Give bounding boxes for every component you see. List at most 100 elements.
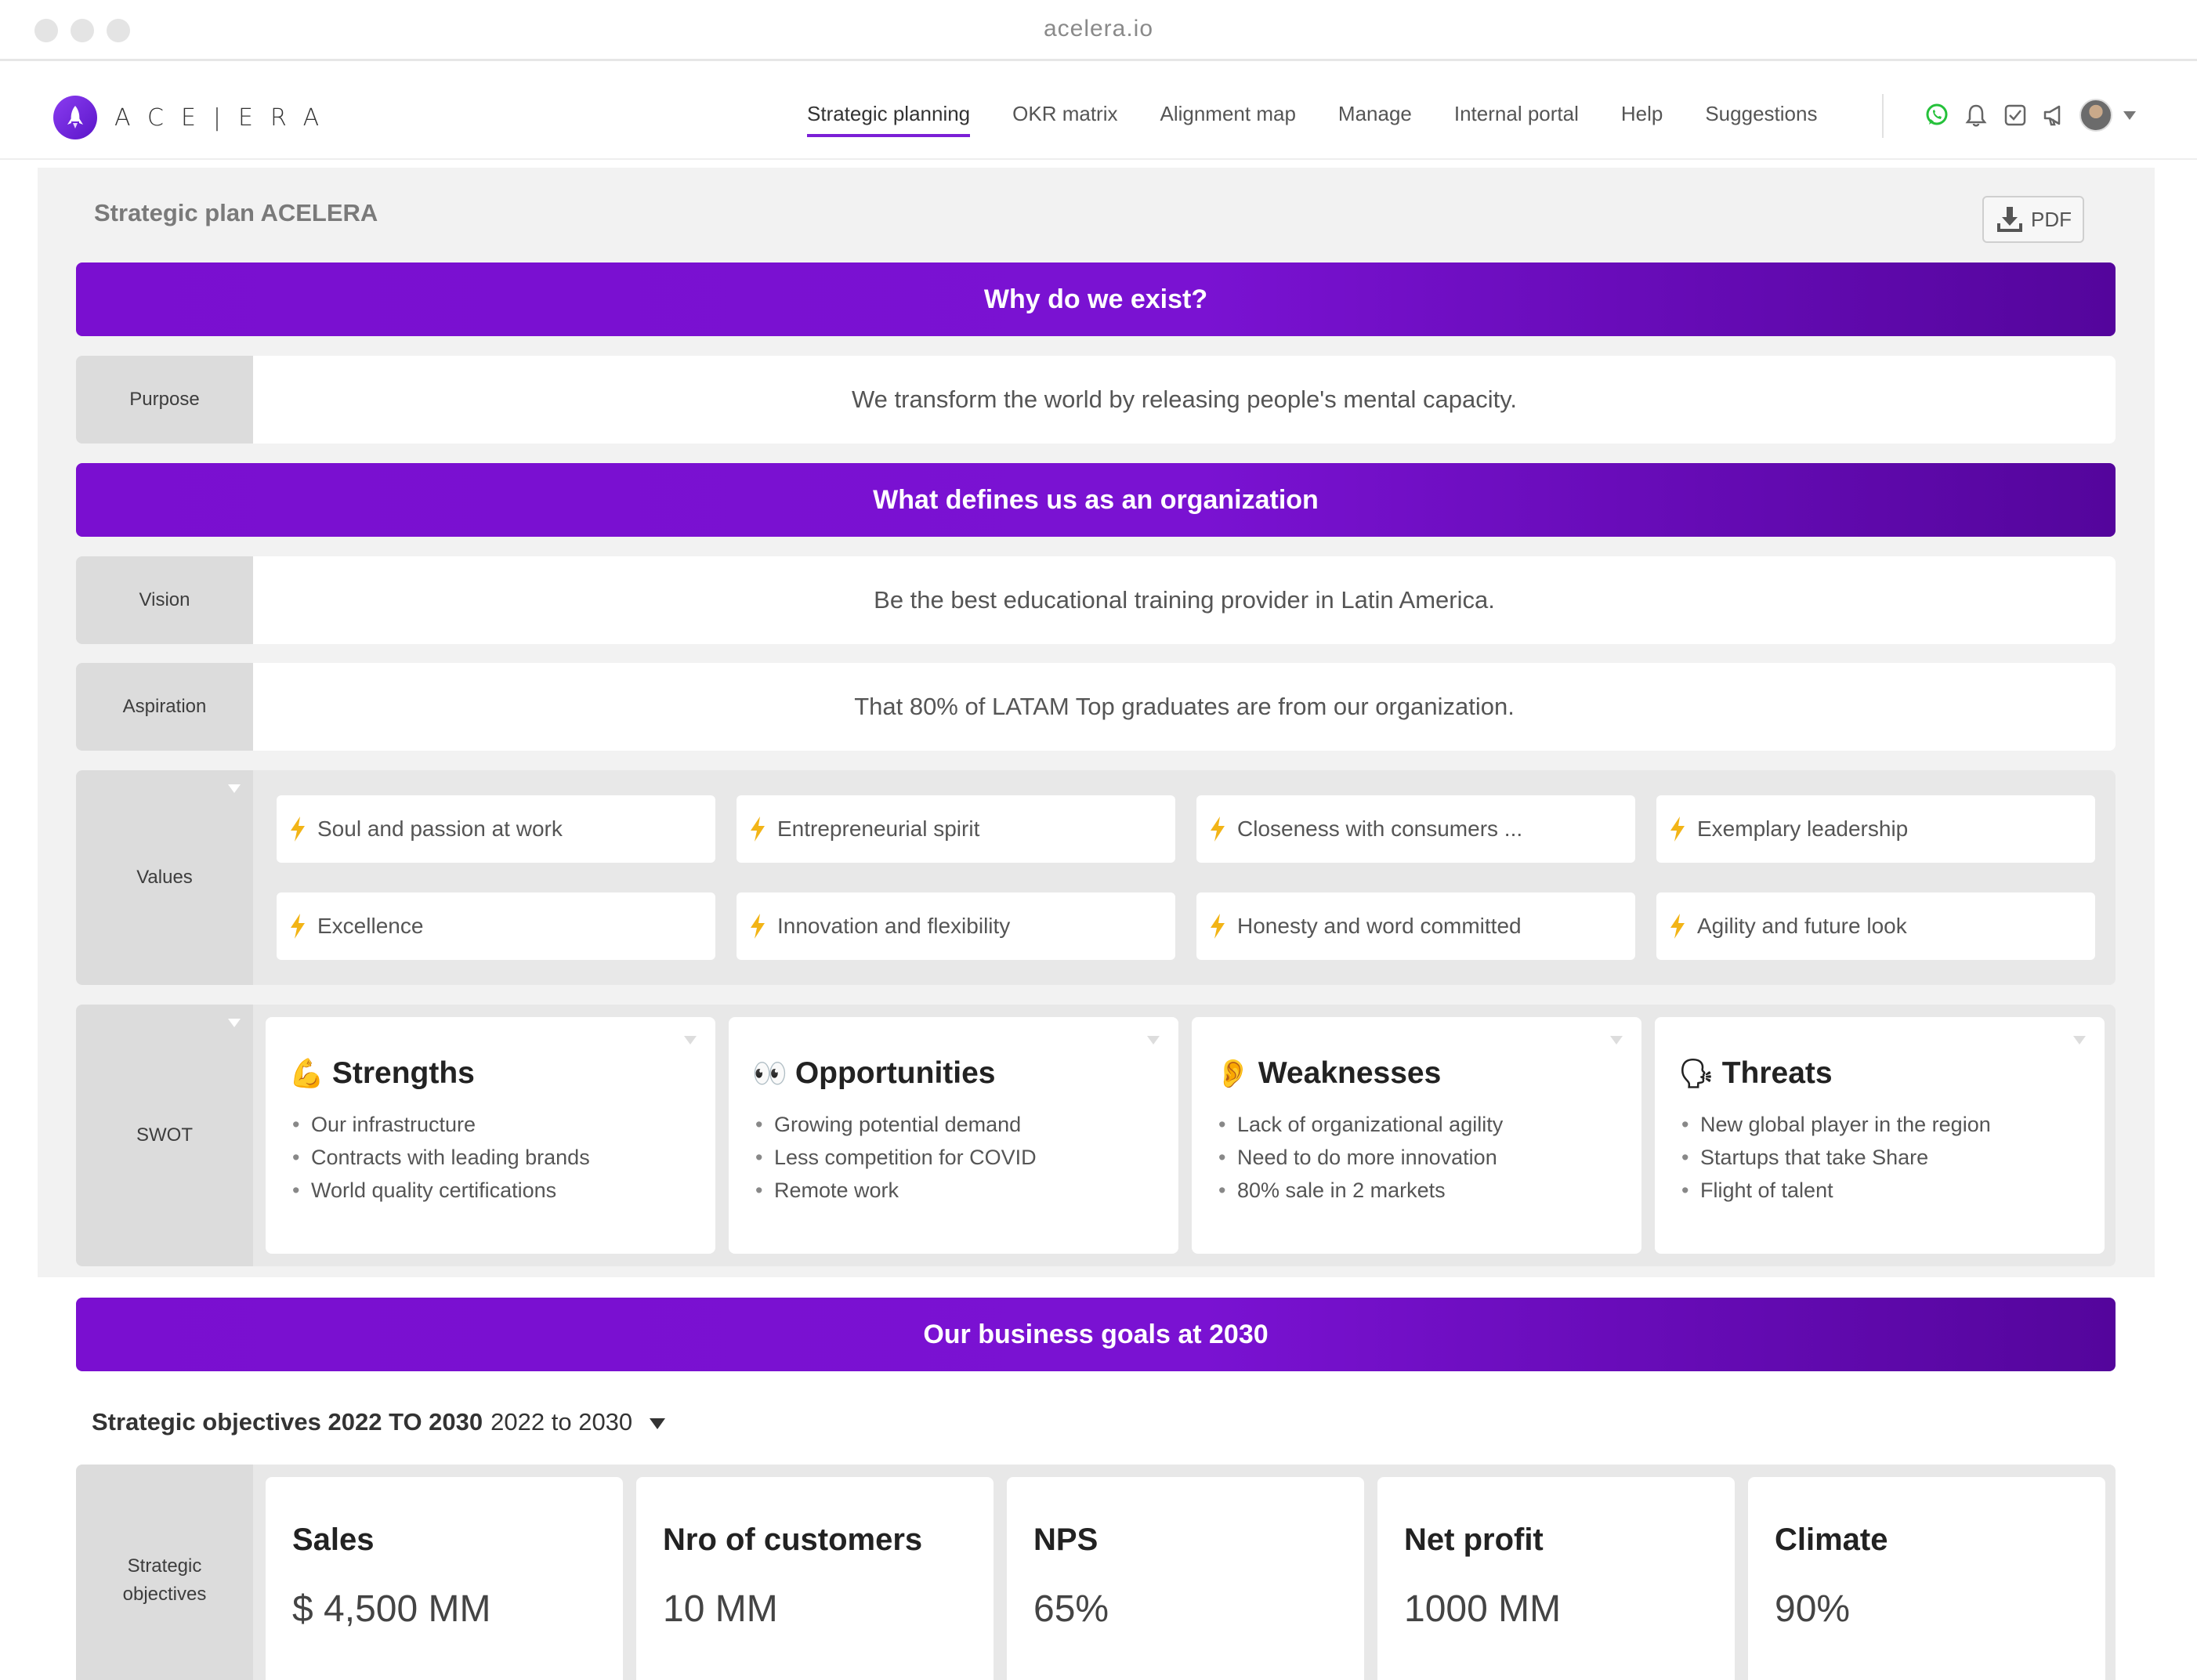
list-item: Less competition for COVID [752, 1141, 1155, 1174]
value-label: Soul and passion at work [317, 816, 563, 841]
swot-card-weaknesses[interactable]: 👂 Weaknesses Lack of organizational agil… [1192, 1017, 1641, 1254]
nav-divider [1882, 94, 1884, 138]
value-card[interactable]: Honesty and word committed [1196, 892, 1635, 960]
vision-row: Vision Be the best educational training … [76, 556, 2116, 644]
swot-label[interactable]: SWOT [76, 1005, 253, 1266]
card-collapse-icon[interactable] [2073, 1036, 2086, 1045]
card-collapse-icon[interactable] [684, 1036, 697, 1045]
card-collapse-icon[interactable] [1610, 1036, 1623, 1045]
bell-icon[interactable] [1962, 101, 1990, 129]
close-window-button[interactable] [34, 19, 58, 42]
nav-strategic-planning[interactable]: Strategic planning [807, 102, 971, 137]
value-card[interactable]: Soul and passion at work [277, 795, 715, 863]
aspiration-text: That 80% of LATAM Top graduates are from… [253, 663, 2116, 751]
objectives-title: Strategic objectives 2022 TO 2030 [92, 1408, 483, 1436]
page-title: Strategic plan ACELERA [94, 199, 378, 226]
pdf-download-button[interactable]: PDF [1982, 196, 2084, 243]
objective-name: Nro of customers [663, 1522, 923, 1557]
aspiration-row: Aspiration That 80% of LATAM Top graduat… [76, 663, 2116, 751]
value-card[interactable]: Excellence [277, 892, 715, 960]
objective-value: 1000 MM [1404, 1588, 1562, 1630]
flexed-biceps-icon: 💪 [289, 1057, 324, 1089]
swot-title: 🗣 Threats [1678, 1056, 2081, 1091]
lightning-icon [749, 816, 766, 842]
chevron-down-icon[interactable] [650, 1418, 666, 1429]
address-bar[interactable]: acelera.io [1043, 16, 1154, 42]
maximize-window-button[interactable] [107, 19, 130, 42]
brand-name: ACE|ERA [114, 103, 337, 132]
logo[interactable]: ACE|ERA [53, 96, 336, 139]
vision-text: Be the best educational training provide… [253, 556, 2116, 644]
avatar[interactable] [2079, 99, 2112, 132]
objective-name: Sales [292, 1522, 375, 1557]
swot-label-text: SWOT [136, 1124, 193, 1146]
swot-card-opportunities[interactable]: 👀 Opportunities Growing potential demand… [729, 1017, 1178, 1254]
objective-card-sales[interactable]: Sales $ 4,500 MM [266, 1477, 623, 1680]
rocket-icon [53, 96, 97, 139]
objective-name: NPS [1033, 1522, 1098, 1557]
objectives-row: Strategic objectives Sales $ 4,500 MM Nr… [76, 1465, 2116, 1680]
list-item: 80% sale in 2 markets [1215, 1174, 1618, 1207]
nav-manage[interactable]: Manage [1337, 102, 1412, 125]
lightning-icon [1209, 913, 1226, 940]
objective-value: 10 MM [663, 1588, 778, 1630]
value-label: Excellence [317, 914, 424, 938]
list-item: Our infrastructure [289, 1108, 692, 1141]
main-nav: Strategic planning OKR matrix Alignment … [807, 102, 1859, 137]
objective-card-customers[interactable]: Nro of customers 10 MM [636, 1477, 994, 1680]
list-item: World quality certifications [289, 1174, 692, 1207]
swot-collapse-icon[interactable] [228, 1019, 241, 1027]
lightning-icon [1209, 816, 1226, 842]
value-label: Agility and future look [1697, 914, 1907, 938]
objective-card-nps[interactable]: NPS 65% [1007, 1477, 1364, 1680]
value-card[interactable]: Closeness with consumers ... [1196, 795, 1635, 863]
lightning-icon [289, 816, 306, 842]
megaphone-icon[interactable] [2040, 101, 2069, 129]
swot-list: New global player in the region Startups… [1678, 1108, 2081, 1207]
nav-help[interactable]: Help [1620, 102, 1663, 125]
value-card[interactable]: Exemplary leadership [1656, 795, 2095, 863]
swot-card-strengths[interactable]: 💪 Strengths Our infrastructure Contracts… [266, 1017, 715, 1254]
whatsapp-icon[interactable] [1923, 101, 1951, 129]
header-actions [1923, 99, 2136, 132]
swot-list: Our infrastructure Contracts with leadin… [289, 1108, 692, 1207]
objective-value: 90% [1775, 1588, 1851, 1630]
value-label: Entrepreneurial spirit [777, 816, 980, 841]
swot-title-text: Opportunities [794, 1056, 996, 1090]
nav-alignment-map[interactable]: Alignment map [1160, 102, 1296, 125]
minimize-window-button[interactable] [71, 19, 94, 42]
values-label[interactable]: Values [76, 770, 253, 985]
swot-list: Growing potential demand Less competitio… [752, 1108, 1155, 1207]
value-card[interactable]: Entrepreneurial spirit [737, 795, 1175, 863]
nav-internal-portal[interactable]: Internal portal [1453, 102, 1579, 125]
nav-okr-matrix[interactable]: OKR matrix [1012, 102, 1118, 125]
speaking-head-icon: 🗣 [1678, 1057, 1714, 1089]
swot-row: SWOT 💪 Strengths Our infrastructure Cont… [76, 1005, 2116, 1266]
list-item: Remote work [752, 1174, 1155, 1207]
swot-title: 💪 Strengths [289, 1056, 692, 1091]
values-collapse-icon[interactable] [228, 784, 241, 793]
swot-card-threats[interactable]: 🗣 Threats New global player in the regio… [1655, 1017, 2105, 1254]
list-item: Need to do more innovation [1215, 1141, 1618, 1174]
browser-chrome: acelera.io [0, 0, 2197, 61]
value-card[interactable]: Agility and future look [1656, 892, 2095, 960]
objectives-label: Strategic objectives [76, 1465, 253, 1680]
value-card[interactable]: Innovation and flexibility [737, 892, 1175, 960]
objective-card-net-profit[interactable]: Net profit 1000 MM [1377, 1477, 1735, 1680]
card-collapse-icon[interactable] [1147, 1036, 1160, 1045]
chevron-down-icon[interactable] [2123, 110, 2136, 120]
objective-card-climate[interactable]: Climate 90% [1748, 1477, 2105, 1680]
checkbox-icon[interactable] [2001, 101, 2029, 129]
value-label: Exemplary leadership [1697, 816, 1909, 841]
nav-suggestions[interactable]: Suggestions [1705, 102, 1818, 125]
list-item: Lack of organizational agility [1215, 1108, 1618, 1141]
objectives-range: 2022 to 2030 [490, 1408, 633, 1436]
download-icon [1997, 207, 2022, 232]
purpose-text: We transform the world by releasing peop… [253, 356, 2116, 444]
lightning-icon [749, 913, 766, 940]
list-item: Startups that take Share [1678, 1141, 2081, 1174]
section-banner-why: Why do we exist? [76, 262, 2116, 336]
purpose-label: Purpose [76, 356, 253, 444]
objectives-period-selector[interactable]: Strategic objectives 2022 TO 2030 2022 t… [92, 1408, 666, 1436]
objectives-label-text: Strategic objectives [122, 1555, 207, 1605]
